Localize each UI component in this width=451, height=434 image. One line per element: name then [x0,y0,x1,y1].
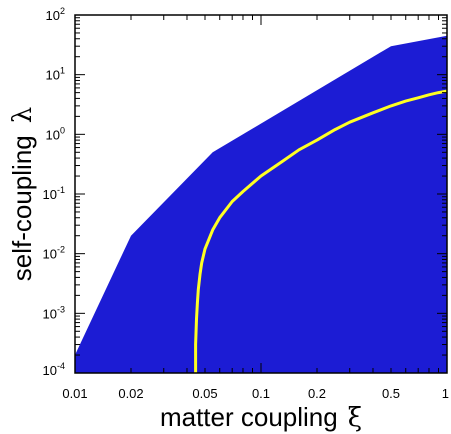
yellow-curve [194,89,447,373]
x-tick-label: 0.01 [62,386,87,401]
x-tick-label: 0.1 [252,386,270,401]
y-tick-label: 10-1 [43,185,65,202]
x-tick-label: 0.05 [192,386,217,401]
y-tick-label: 10-3 [43,304,65,321]
y-tick-label: 10-2 [43,245,65,262]
x-tick-label: 0.2 [308,386,326,401]
tick-labels: 0.01 0.02 0.05 0.1 0.2 0.5 1 10-4 10-3 10-2 10-1 10… [43,6,449,401]
y-tick-label: 101 [46,66,65,83]
tick-marks [74,14,447,374]
x-tick-label: 0.5 [382,386,400,401]
x-tick-label: 0.02 [118,386,143,401]
y-tick-label: 100 [46,125,65,142]
x-axis-title: matter coupling ξ [160,402,362,433]
plot-area [75,35,447,373]
y-tick-label: 10-4 [43,361,65,378]
y-tick-label: 102 [46,6,65,23]
x-tick-label: 1 [442,386,449,401]
y-axis-title: self-couplingλ [7,107,38,281]
